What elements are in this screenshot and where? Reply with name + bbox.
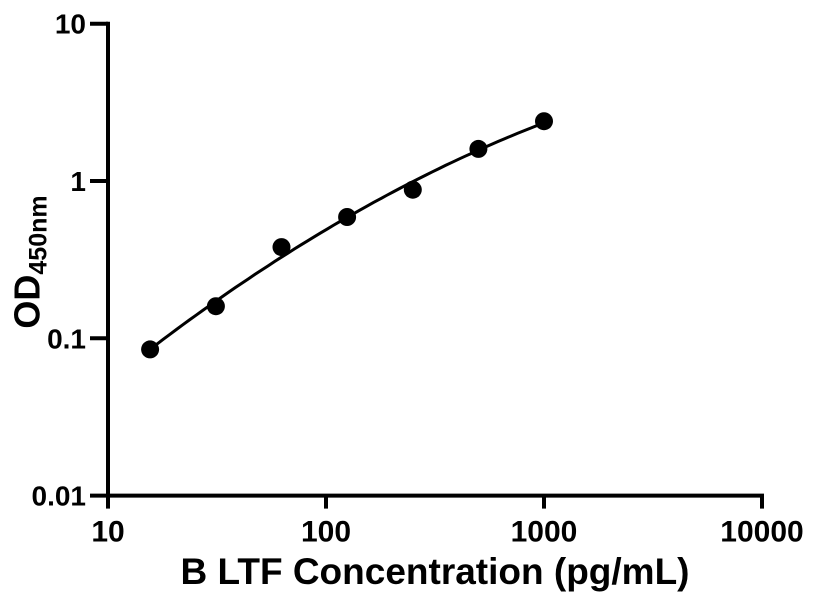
fit-curve-line xyxy=(149,121,545,351)
y-axis-title: OD450nm xyxy=(7,195,54,328)
x-tick-label: 10 xyxy=(91,516,124,549)
data-point xyxy=(535,112,553,131)
y-tick-label: 0.1 xyxy=(47,323,86,354)
data-point xyxy=(206,297,225,316)
data-point xyxy=(403,180,422,199)
y-axis-title-main: OD xyxy=(6,274,48,329)
y-tick-label: 10 xyxy=(55,9,86,40)
y-tick-label: 0.01 xyxy=(32,481,87,512)
y-tick-label: 1 xyxy=(70,166,86,197)
data-point xyxy=(469,139,488,158)
data-point xyxy=(272,238,291,257)
data-point xyxy=(338,208,357,226)
x-tick-label: 100 xyxy=(301,516,351,549)
y-axis-title-subscript: 450nm xyxy=(24,195,53,275)
data-point xyxy=(141,340,160,359)
axes-line xyxy=(106,21,764,498)
x-tick-label: 10000 xyxy=(720,516,803,549)
x-axis-title: B LTF Concentration (pg/mL) xyxy=(180,551,690,592)
x-tick-label: 1000 xyxy=(511,516,578,549)
